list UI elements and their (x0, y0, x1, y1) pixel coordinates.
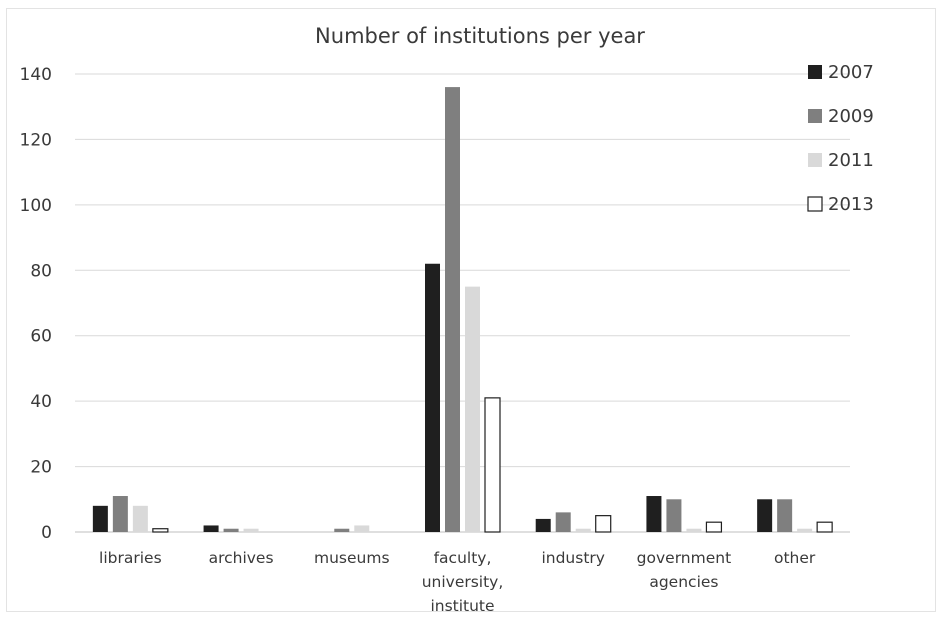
y-axis-ticks: 0 20 40 60 80 100 120 140 (20, 65, 52, 543)
legend: 2007 2009 2011 2013 (807, 62, 874, 215)
bar-2011 (465, 286, 480, 532)
bar-2009 (777, 499, 793, 532)
x-category-label: libraries (99, 549, 162, 567)
bar-2013 (595, 515, 612, 533)
x-axis-categories: libraries archives museums faculty, universi… (99, 549, 816, 615)
bar-2007 (92, 505, 108, 532)
bar-2011 (132, 505, 148, 532)
bar-2011 (243, 528, 259, 532)
bar-2011 (797, 528, 813, 532)
y-tick-label: 140 (20, 65, 52, 85)
legend-label: 2013 (828, 194, 874, 215)
bar-2009 (112, 496, 128, 532)
bar-2009 (334, 528, 350, 532)
x-category-label: museums (314, 549, 390, 567)
y-tick-label: 0 (41, 523, 52, 543)
bar-2009 (555, 512, 571, 532)
legend-swatch-2011 (808, 153, 822, 167)
y-tick-label: 20 (30, 458, 52, 478)
bar-2013 (484, 397, 501, 533)
legend-swatch-2007 (808, 65, 822, 79)
bar-2013 (816, 521, 833, 533)
bar-2007 (757, 499, 773, 532)
bar-2007 (646, 496, 662, 532)
bar-2013 (705, 521, 723, 533)
bar-2009 (666, 499, 682, 532)
y-tick-label: 100 (20, 196, 52, 216)
chart-title: Number of institutions per year (315, 24, 645, 48)
x-category-label: other (774, 549, 816, 567)
bar-2009 (445, 87, 460, 532)
x-category-label: government agencies (637, 549, 732, 591)
y-tick-label: 60 (30, 327, 52, 347)
legend-swatch-2013 (807, 196, 823, 212)
x-category-label: faculty, university, institute (422, 549, 504, 615)
y-tick-label: 120 (20, 130, 52, 150)
bars (92, 87, 833, 533)
x-category-label: industry (541, 549, 605, 567)
x-category-label: archives (209, 549, 274, 567)
bar-2011 (575, 528, 591, 532)
bar-2011 (354, 525, 370, 532)
legend-label: 2007 (828, 62, 874, 83)
bar-2007 (535, 518, 551, 532)
bar-2013 (152, 528, 169, 533)
legend-swatch-2009 (808, 109, 822, 123)
grid-lines (75, 73, 850, 533)
bar-2009 (223, 528, 239, 532)
legend-label: 2009 (828, 106, 874, 127)
bar-2011 (686, 528, 702, 532)
bar-2007 (425, 263, 440, 532)
legend-label: 2011 (828, 150, 874, 171)
chart-frame (6, 8, 936, 612)
bar-2007 (203, 525, 219, 532)
y-tick-label: 80 (30, 261, 52, 281)
y-tick-label: 40 (30, 392, 52, 412)
